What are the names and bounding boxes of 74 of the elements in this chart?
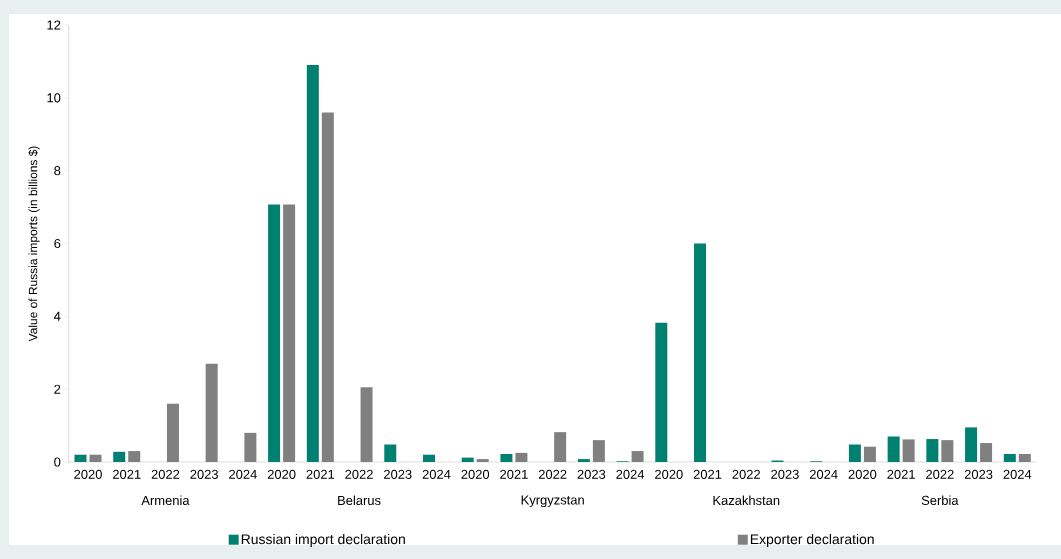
bar <box>283 204 296 462</box>
y-tick-label: 0 <box>54 457 61 467</box>
bar <box>1018 453 1031 462</box>
bar <box>631 451 644 462</box>
text: Kyrgyzstan <box>521 495 584 508</box>
x-tick-label: 2023 <box>190 469 219 479</box>
y-tick-label: 4 <box>53 311 61 321</box>
text: Armenia <box>141 495 190 506</box>
y-axis-title: Value of Russia imports (in billions $) <box>28 146 40 342</box>
y-tick-label: 12 <box>47 20 61 30</box>
x-tick-label: 2022 <box>345 469 373 479</box>
bar <box>577 459 590 462</box>
bar <box>694 243 707 462</box>
bar <box>655 322 668 462</box>
x-tick-label: 2022 <box>926 469 954 479</box>
bar <box>554 432 567 462</box>
x-tick-label: 2021 <box>306 469 335 479</box>
bar <box>902 439 915 462</box>
bar <box>592 440 605 462</box>
text: Serbia <box>921 495 959 506</box>
x-tick-label: 2021 <box>887 469 915 479</box>
x-tick-label: 2021 <box>500 469 528 479</box>
x-tick-label: 2023 <box>384 469 412 479</box>
bar <box>205 363 218 462</box>
x-tick-label: 2020 <box>848 469 877 479</box>
bar <box>321 112 334 462</box>
x-tick-label: 2022 <box>538 469 567 479</box>
x-tick-label: 2024 <box>229 469 257 479</box>
text: Kazakhstan <box>713 495 780 506</box>
x-tick-label: 2021 <box>693 469 722 479</box>
text: Belarus <box>338 495 381 506</box>
x-tick-label: 2024 <box>422 469 451 479</box>
bar <box>1003 453 1016 462</box>
bar <box>965 427 978 462</box>
y-tick-label: 8 <box>54 166 61 176</box>
bar <box>980 443 993 462</box>
bar <box>422 454 435 462</box>
x-tick-label: 2020 <box>655 469 683 479</box>
legend-label: Russian import declaration <box>241 533 405 547</box>
x-tick-label: 2021 <box>112 469 141 479</box>
bar <box>360 387 373 462</box>
bar <box>887 436 900 462</box>
bar <box>500 453 513 462</box>
bar <box>74 454 87 462</box>
bar <box>244 432 257 462</box>
x-tick-label: 2022 <box>151 469 180 479</box>
y-tick-label: 10 <box>47 93 61 103</box>
x-tick-label: 2023 <box>577 469 606 479</box>
bar <box>476 459 489 462</box>
legend-label: Exporter declaration <box>750 533 874 547</box>
bar <box>384 444 397 462</box>
x-tick-label: 2020 <box>74 469 102 479</box>
x-tick-label: 2020 <box>461 469 490 479</box>
bar <box>848 444 861 462</box>
x-tick-label: 2020 <box>267 469 296 479</box>
bar <box>863 446 876 462</box>
x-tick-label: 2023 <box>964 469 993 479</box>
bar <box>113 451 126 462</box>
bar <box>166 403 179 462</box>
y-tick-label: 6 <box>54 238 61 249</box>
bar <box>926 439 939 462</box>
x-tick-label: 2022 <box>732 469 760 479</box>
bar <box>89 454 102 462</box>
x-tick-label: 2024 <box>1003 469 1032 479</box>
bar <box>128 451 141 462</box>
bar <box>515 452 528 462</box>
bar <box>941 440 954 462</box>
y-tick-label: 2 <box>54 384 61 394</box>
x-tick-label: 2024 <box>616 469 645 479</box>
bar <box>306 65 319 462</box>
bar <box>268 204 281 462</box>
bar <box>461 457 474 462</box>
x-tick-label: 2023 <box>771 469 799 479</box>
x-tick-label: 2024 <box>809 469 838 479</box>
